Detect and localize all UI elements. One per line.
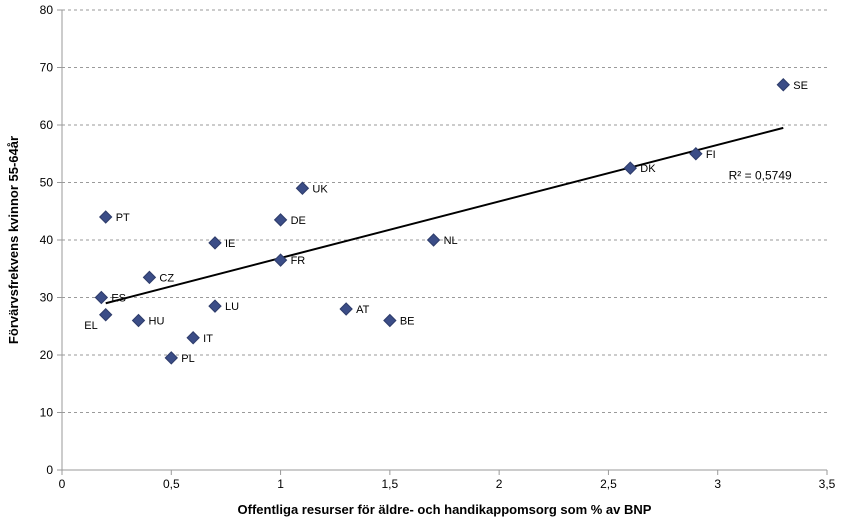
data-point-label: DE xyxy=(291,215,306,227)
y-tick-label: 0 xyxy=(46,463,53,477)
x-tick-label: 3 xyxy=(714,477,721,491)
data-point-label: NL xyxy=(444,235,458,247)
data-point-label: PT xyxy=(116,212,130,224)
x-tick-label: 1 xyxy=(277,477,284,491)
y-tick-label: 20 xyxy=(40,348,54,362)
y-tick-label: 60 xyxy=(40,118,54,132)
data-point-label: IE xyxy=(225,238,235,250)
data-point-label: LU xyxy=(225,301,239,313)
x-axis-label: Offentliga resurser för äldre- och handi… xyxy=(238,502,652,517)
data-point-label: BE xyxy=(400,316,415,328)
scatter-chart: 0 0,5 1 1,5 2 2,5 3 3,5 0 10 20 30 40 50 60 70 80 R² = 0,… xyxy=(0,0,846,529)
data-point-label: SE xyxy=(793,80,808,92)
chart-bg xyxy=(0,0,846,529)
data-point-label: UK xyxy=(312,183,328,195)
data-point-label: ES xyxy=(111,293,126,305)
y-tick-label: 50 xyxy=(40,176,54,190)
data-point-label: PL xyxy=(181,353,194,365)
data-point-label: DK xyxy=(640,163,656,175)
r-squared-label: R² = 0,5749 xyxy=(729,169,792,183)
x-tick-label: 2 xyxy=(496,477,503,491)
data-point-label: CZ xyxy=(159,272,174,284)
y-tick-label: 70 xyxy=(40,61,54,75)
x-tick-label: 1,5 xyxy=(382,477,399,491)
data-point-label: IT xyxy=(203,333,213,345)
y-tick-label: 30 xyxy=(40,291,54,305)
x-tick-label: 0,5 xyxy=(163,477,180,491)
y-axis-label: Förvärvsfrekvens kvinnor 55-64år xyxy=(6,136,21,344)
data-point-label: EL xyxy=(84,320,97,332)
x-tick-label: 0 xyxy=(59,477,66,491)
data-point-label: AT xyxy=(356,304,370,316)
x-tick-label: 2,5 xyxy=(600,477,617,491)
y-tick-label: 40 xyxy=(40,233,54,247)
y-tick-label: 80 xyxy=(40,3,54,17)
data-point-label: FR xyxy=(291,255,306,267)
chart-container: 0 0,5 1 1,5 2 2,5 3 3,5 0 10 20 30 40 50 60 70 80 R² = 0,… xyxy=(0,0,846,529)
data-point-label: HU xyxy=(149,316,165,328)
y-tick-label: 10 xyxy=(40,406,54,420)
data-point-label: FI xyxy=(706,149,716,161)
x-tick-label: 3,5 xyxy=(819,477,836,491)
